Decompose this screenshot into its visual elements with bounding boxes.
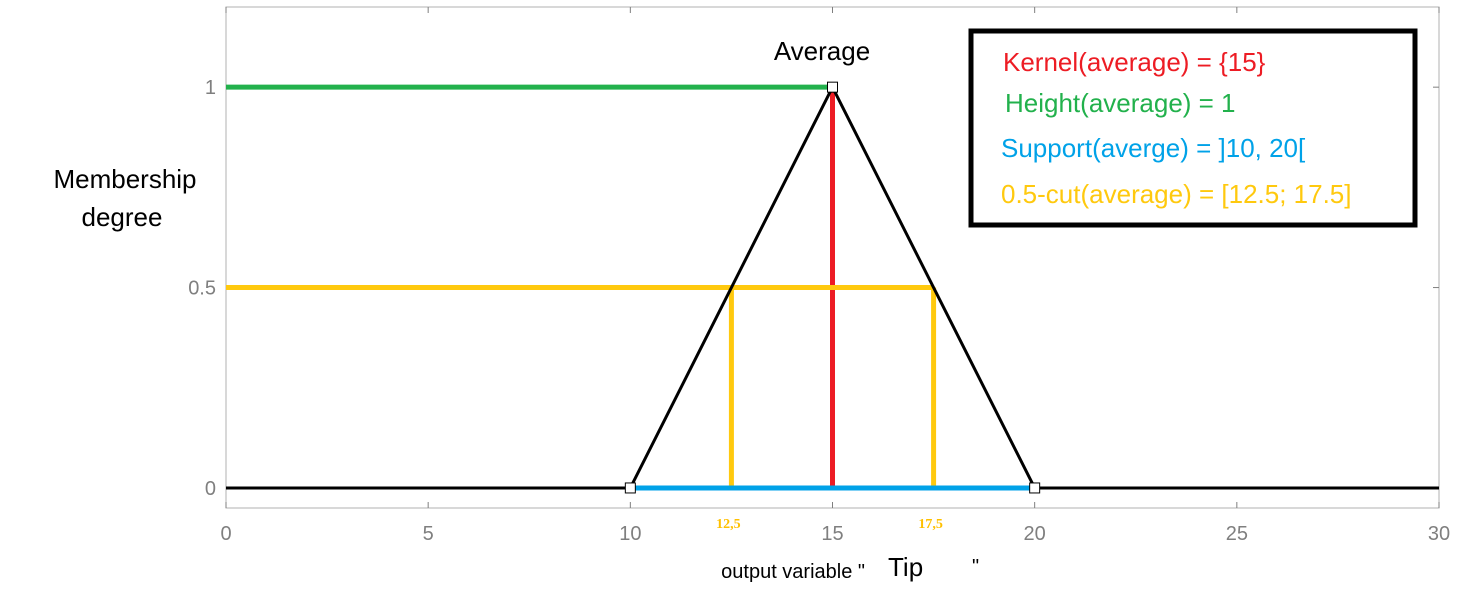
y-axis-label-line-1: Membership: [53, 164, 196, 194]
annotation-box-frame: [968, 28, 1418, 228]
annotation-cut: 0.5-cut(average) = [12.5; 17.5]: [1001, 179, 1352, 209]
annotation-support: Support(averge) = ]10, 20[: [1001, 133, 1306, 163]
x-axis-label-suffix: ": [972, 556, 979, 578]
x-tick-label: 30: [1428, 523, 1450, 545]
x-tick-label: 5: [423, 523, 434, 545]
mf-marker: [827, 81, 838, 93]
chart-labels: 12,5 17,5: [716, 517, 943, 532]
x-tick-label: 20: [1024, 523, 1046, 545]
y-tick-label: 1: [205, 77, 216, 99]
x-tick-label: 0: [220, 523, 231, 545]
x-axis-label-prefix: output variable ": [721, 561, 865, 583]
cut-point-label: 12,5: [716, 517, 741, 532]
axis-ticks: 0 5 10 15 20 25 30 0 0.5 1: [188, 7, 1450, 545]
annotation-height: Height(average) = 1: [1005, 88, 1236, 118]
x-tick-label: 15: [821, 523, 843, 545]
y-tick-label: 0: [205, 478, 216, 500]
overlay-lines: [226, 84, 937, 488]
membership-function-layer: [226, 81, 1439, 494]
mf-marker: [624, 482, 636, 494]
y-axis-label-line-2: degree: [82, 202, 163, 232]
membership-function-label: Average: [774, 36, 870, 66]
x-tick-label: 25: [1226, 523, 1248, 545]
x-tick-label: 10: [619, 523, 641, 545]
annotation-box: Kernel(average) = {15} Height(average) =…: [968, 28, 1418, 228]
y-tick-label: 0.5: [188, 278, 216, 300]
mf-marker: [1029, 482, 1041, 494]
x-axis-label-variable: Tip: [888, 552, 923, 582]
cut-point-label: 17,5: [918, 517, 943, 532]
annotation-kernel: Kernel(average) = {15}: [1003, 47, 1266, 77]
